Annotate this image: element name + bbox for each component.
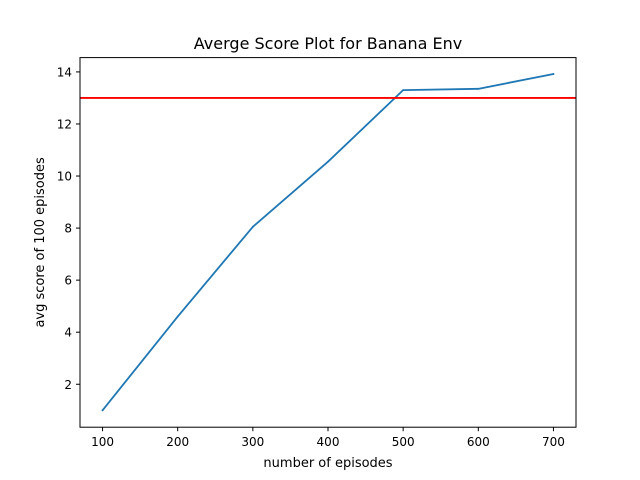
data-point [101,409,104,412]
y-axis-ticks: 2 4 6 8 10 12 14 [57,65,80,392]
data-point [552,73,555,75]
y-tick-label: 12 [57,117,72,131]
x-tick-label: 100 [91,435,114,449]
y-tick-label: 2 [64,378,72,392]
y-tick-label: 10 [57,170,72,184]
x-tick-label: 700 [542,435,565,449]
y-tick-label: 14 [57,65,72,79]
x-axis-ticks: 100 200 300 400 500 600 700 [91,427,565,449]
x-tick-label: 200 [166,435,189,449]
chart-title: Averge Score Plot for Banana Env [194,34,462,53]
axes-frame [79,57,577,428]
y-tick-label: 8 [64,222,72,236]
x-tick-label: 500 [392,435,415,449]
x-tick-label: 400 [317,435,340,449]
data-point [477,87,480,90]
series-line-0 [101,73,555,412]
plot-area [80,73,576,412]
data-point [176,315,179,318]
x-tick-label: 300 [241,435,264,449]
y-tick-label: 6 [64,274,72,288]
x-axis-label: number of episodes [263,456,392,471]
data-point [251,225,254,228]
x-tick-label: 600 [467,435,490,449]
data-point [327,160,329,163]
data-point [402,89,405,92]
y-tick-label: 4 [64,326,72,340]
y-axis-label: avg score of 100 episodes [33,157,48,328]
